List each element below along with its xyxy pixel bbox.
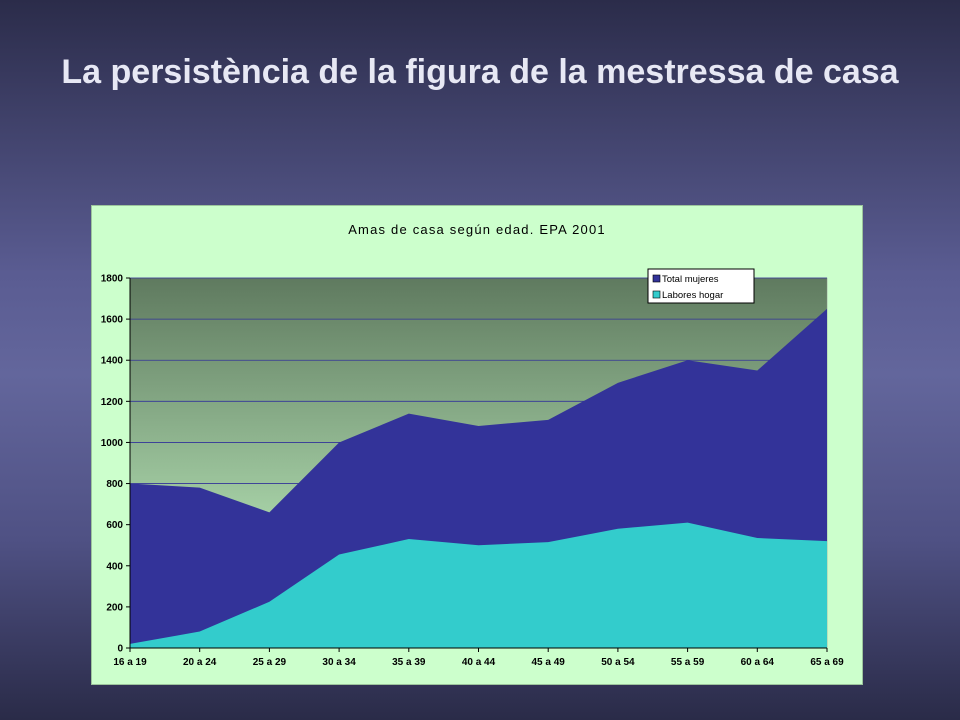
y-tick-label-200: 200 [106,602,123,613]
y-tick-label-1600: 1600 [101,315,124,326]
y-tick-label-1400: 1400 [101,356,124,367]
x-tick-label-7: 50 a 54 [601,657,635,668]
area-chart: Amas de casa según edad. EPA 2001 0 200 40… [101,222,844,669]
x-tick-label-3: 30 a 34 [322,657,356,668]
x-tick-label-5: 40 a 44 [462,657,496,668]
series-areas [130,308,827,648]
x-tick-label-10: 65 a 69 [810,657,844,668]
x-tick-label-4: 35 a 39 [392,657,426,668]
legend-swatch-labores [652,290,661,299]
y-tick-label-1200: 1200 [101,397,124,408]
y-tick-label-800: 800 [106,479,123,490]
x-tick-label-0: 16 a 19 [113,657,147,668]
legend-box [647,268,755,304]
x-tick-label-2: 25 a 29 [253,657,287,668]
legend: Total mujeres Labores hogar [647,268,755,304]
slide-title: La persistència de la figura de la mestr… [61,53,899,91]
legend-label-labores: Labores hogar [662,290,723,301]
chart-title: Amas de casa según edad. EPA 2001 [348,222,606,237]
chart-area: Amas de casa según edad. EPA 2001 0 200 40… [91,205,863,685]
y-tick-label-400: 400 [106,561,123,572]
legend-swatch-total [652,274,661,283]
x-tick-label-6: 45 a 49 [532,657,566,668]
axes: 0 200 400 600 800 1000 1200 1400 1600 1800 16 a 19… [101,274,844,669]
y-tick-label-1800: 1800 [101,274,124,285]
x-tick-label-1: 20 a 24 [183,657,217,668]
legend-label-total: Total mujeres [662,274,719,285]
series-area-labores-hogar [130,522,827,648]
y-tick-label-0: 0 [117,644,123,655]
x-tick-label-8: 55 a 59 [671,657,705,668]
y-tick-label-1000: 1000 [101,438,124,449]
y-tick-label-600: 600 [106,520,123,531]
x-tick-label-9: 60 a 64 [741,657,775,668]
